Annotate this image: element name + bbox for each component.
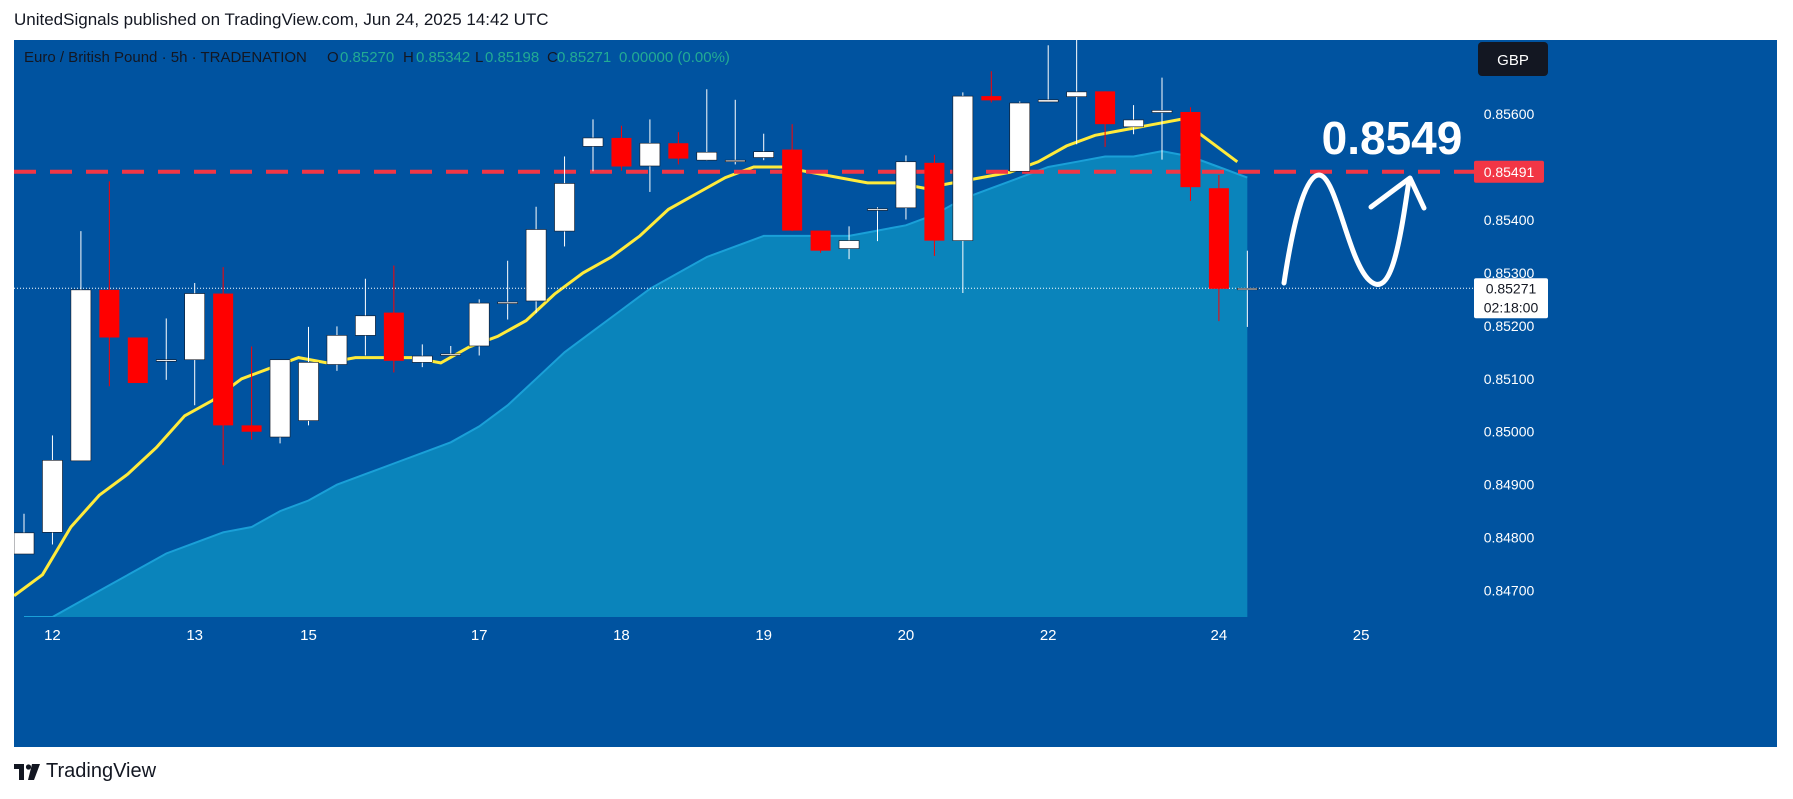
x-tick-label: 17 [471,627,488,644]
footer-brand: TradingView [46,760,157,782]
x-axis[interactable]: 12 13 15 17 18 19 20 22 24 25 [14,617,1777,747]
area-series [24,150,1248,618]
candle-body [42,460,63,533]
candle-body [611,137,632,167]
candle-body [724,159,746,162]
arrow-head-icon [1368,175,1427,211]
candle-body [1066,91,1087,97]
legend-o-label: O [327,49,339,66]
legend-l-label: L [475,49,483,66]
price-chart[interactable]: 0.856000.855000.854000.853000.852000.851… [13,32,1777,747]
candle-body [525,229,547,302]
candle-body [468,302,490,347]
candle-body [952,95,974,241]
candle-body [497,301,518,304]
candle-body [411,355,433,363]
legend-c-label: C [547,49,558,66]
legend-change: 0.00000 (0.00%) [619,49,730,66]
published-header: UnitedSignals published on TradingView.c… [14,10,549,29]
x-tick-label: 24 [1211,627,1228,644]
target-annotation: 0.8549 [1322,112,1463,164]
candle-body [696,151,718,161]
candle-body [1037,99,1059,103]
candle-body [981,96,1002,101]
y-tick-label: 0.85200 [1484,318,1535,334]
x-tick-label: 15 [300,627,317,644]
footer-logo[interactable]: TradingView [14,760,156,783]
x-tick-label: 22 [1040,627,1057,644]
x-tick-label: 19 [755,627,772,644]
legend-symbol: Euro / British Pound · 5h · TRADENATION [24,49,307,66]
candle-body [440,353,462,356]
y-tick-label: 0.85300 [1484,265,1535,281]
candle-body [1180,111,1201,188]
candle-body [924,162,945,241]
candle-body [895,161,917,209]
candle-body [70,289,92,462]
last-price-label: 0.85271 [1486,280,1537,296]
y-tick-label: 0.85400 [1484,212,1535,228]
legend-h-value: 0.85342 [416,49,470,66]
candle-body [155,359,177,362]
x-tick-label: 20 [898,627,915,644]
candle-body [582,137,604,147]
candle-body [753,151,775,158]
x-axis-strip [14,617,1777,747]
candle-body [241,425,262,432]
y-tick-label: 0.85600 [1484,106,1535,122]
candle-body [810,230,831,251]
y-tick-label: 0.85100 [1484,371,1535,387]
y-tick-label: 0.84900 [1484,477,1535,493]
candle-body [782,149,803,231]
currency-button-label: GBP [1497,52,1529,69]
candle-body [383,312,404,361]
currency-button[interactable] [1478,42,1548,76]
countdown-label: 02:18:00 [1484,299,1539,315]
legend-c-value: 0.85271 [557,49,611,66]
candle-body [269,359,291,438]
candle-body [298,362,319,421]
y-tick-label: 0.84800 [1484,530,1535,546]
x-tick-label: 25 [1353,627,1370,644]
area-fill [24,151,1248,617]
level-price-badge [1474,160,1544,183]
x-tick-label: 12 [44,627,61,644]
candle-body [99,289,120,338]
candle-body [639,142,661,167]
area-line [24,150,1248,618]
candle-body [1123,119,1144,128]
wave-arrow-icon [1281,172,1412,287]
tradingview-logo-icon [14,763,40,780]
legend-o-value: 0.85270 [340,49,394,66]
candle-body [668,143,689,159]
candle-body [13,532,35,555]
candle-body [1095,91,1116,125]
candle-body [838,240,860,249]
last-price-badge [1474,278,1548,319]
candle-body [1151,110,1173,113]
y-tick-label: 0.84700 [1484,583,1535,599]
candle-body [867,208,888,211]
candle-body [326,335,348,365]
y-tick-label: 0.85000 [1484,424,1535,440]
candles [13,32,1258,555]
legend-h-label: H [403,49,414,66]
x-tick-label: 13 [186,627,203,644]
candle-body [1237,287,1258,291]
candle-body [184,293,205,361]
legend-l-value: 0.85198 [485,49,539,66]
candle-body [355,315,376,336]
candle-body [1208,188,1229,289]
candle-body [213,293,234,426]
level-price-label: 0.85491 [1484,164,1535,180]
candle-body [554,183,575,232]
candle-body [127,337,148,384]
candle-body [1009,102,1031,172]
x-tick-label: 18 [613,627,630,644]
chart-frame[interactable]: 0.856000.855000.854000.853000.852000.851… [13,32,1777,747]
